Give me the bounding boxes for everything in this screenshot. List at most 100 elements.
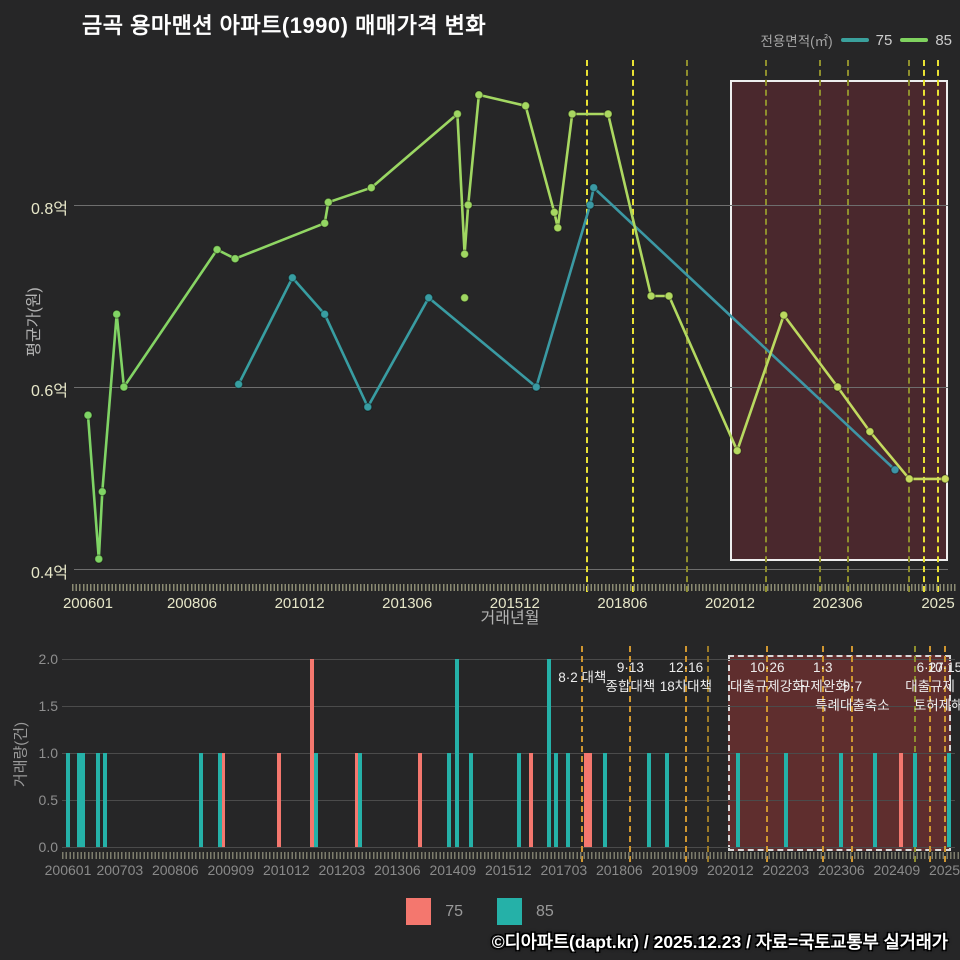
bar-swatch-85-icon bbox=[497, 898, 522, 925]
bar-85-200609 bbox=[95, 753, 100, 847]
price-gridline bbox=[74, 386, 948, 388]
policy-line-volume-202506 bbox=[929, 646, 932, 862]
price-x-tick-label: 201306 bbox=[382, 595, 433, 612]
volume-y-tick-label: 1.5 bbox=[38, 698, 58, 714]
bar-75-202410 bbox=[898, 753, 903, 847]
volume-y-tick-label: 2.0 bbox=[38, 651, 58, 667]
policy-line-volume-201912 bbox=[684, 646, 687, 862]
volume-x-tick-label: 201012 bbox=[262, 862, 310, 878]
bar-85-201802 bbox=[602, 753, 607, 847]
price-x-tick-label: 201512 bbox=[489, 595, 540, 612]
bar-85-201108 bbox=[313, 753, 318, 847]
price-y-tick-label: 0.8억 bbox=[31, 201, 68, 218]
bar-75-201312 bbox=[417, 753, 422, 847]
policy-line-201912 bbox=[685, 60, 688, 592]
policy-line-202301 bbox=[818, 60, 821, 592]
bar-75-201107 bbox=[310, 659, 315, 847]
volume-y-tick-label: 0.0 bbox=[38, 839, 58, 855]
price-y-axis-title: 평균가(원) bbox=[26, 287, 43, 357]
volume-gridline bbox=[62, 752, 955, 754]
volume-x-tick-label: 202012 bbox=[706, 862, 754, 878]
bottom-legend: 75 85 bbox=[0, 898, 960, 925]
volume-x-tick-label: 202512 bbox=[928, 862, 960, 878]
bar-85-202306 bbox=[839, 753, 844, 847]
volume-gridline bbox=[62, 846, 955, 848]
price-x-axis bbox=[72, 584, 956, 591]
volume-x-tick-label: 201512 bbox=[484, 862, 532, 878]
policy-annotation: 8·2 대책 bbox=[558, 669, 607, 685]
policy-line-202309 bbox=[847, 60, 850, 592]
policy-line-201809 bbox=[632, 60, 635, 592]
volume-x-tick-label: 202203 bbox=[762, 862, 810, 878]
volume-x-tick-label: 200909 bbox=[207, 862, 255, 878]
bar-85-201701 bbox=[554, 753, 559, 847]
bar-85-201907 bbox=[665, 753, 670, 847]
bar-75-200907 bbox=[221, 753, 226, 847]
bar-85-201208 bbox=[358, 753, 363, 847]
price-point-85-201907 bbox=[664, 291, 674, 301]
bar-75-201010 bbox=[276, 753, 281, 847]
top-legend: 전용면적(㎡) 75 85 bbox=[0, 30, 952, 50]
legend-item-85[interactable]: 85 bbox=[900, 32, 952, 49]
top-legend-label: 전용면적(㎡) bbox=[760, 34, 833, 49]
policy-annotation: 12·16 bbox=[668, 660, 704, 675]
price-x-tick-label: 202306 bbox=[812, 595, 863, 612]
legend-item-75[interactable]: 75 bbox=[840, 32, 892, 49]
volume-x-tick-label: 201306 bbox=[373, 862, 421, 878]
page-title: 금곡 용마맨션 아파트(1990) 매매가격 변화 bbox=[82, 13, 487, 38]
volume-x-tick-label: 202306 bbox=[817, 862, 865, 878]
price-point-75-201107 bbox=[320, 309, 330, 319]
policy-annotation: 토허제해제 bbox=[913, 698, 960, 713]
legend-item-85-label: 85 bbox=[935, 31, 952, 49]
policy-line-volume-202510 bbox=[943, 646, 946, 862]
volume-x-tick-label: 201909 bbox=[651, 862, 699, 878]
bar-85-201603 bbox=[517, 753, 522, 847]
volume-legend-item-85[interactable]: 85 bbox=[497, 898, 554, 925]
policy-annotation: 10·15 bbox=[927, 660, 960, 675]
price-point-85-200604 bbox=[94, 554, 104, 564]
policy-line-volume-202006 bbox=[707, 646, 710, 862]
bar-85-200601 bbox=[66, 753, 70, 847]
price-point-85-201611 bbox=[549, 207, 559, 217]
price-point-85-201603 bbox=[520, 101, 531, 111]
price-point-75-201312 bbox=[424, 293, 434, 303]
volume-x-tick-label: 200703 bbox=[96, 862, 144, 878]
price-gridline bbox=[74, 568, 948, 570]
volume-x-tick-label: 201409 bbox=[429, 862, 477, 878]
policy-line-202510 bbox=[937, 60, 940, 592]
policy-annotation: 10·26 bbox=[750, 660, 785, 675]
price-point-85-201502 bbox=[474, 90, 484, 100]
price-point-85-201802 bbox=[603, 109, 613, 119]
volume-gridline bbox=[62, 658, 955, 660]
line-swatch-85-icon bbox=[900, 38, 929, 42]
volume-y-tick-label: 1.0 bbox=[38, 745, 58, 761]
line-swatch-75-icon bbox=[840, 38, 869, 42]
policy-annotation: 9·13 bbox=[616, 660, 644, 675]
bar-85-201502 bbox=[469, 753, 474, 847]
bar-85-200605 bbox=[80, 753, 85, 847]
policy-line-volume-202309 bbox=[851, 646, 854, 862]
price-point-75-201010 bbox=[287, 273, 297, 283]
bar-75-201710 bbox=[587, 753, 592, 847]
volume-gridline bbox=[62, 705, 955, 707]
bar-85-201410 bbox=[454, 659, 459, 847]
bar-75-201709 bbox=[584, 753, 588, 847]
policy-annotation: 대출규제강화 bbox=[730, 679, 805, 694]
policy-annotation: 6·27 bbox=[916, 660, 944, 675]
volume-legend-75-label: 75 bbox=[445, 902, 463, 920]
policy-annotation: 특례대출축소 bbox=[815, 698, 890, 713]
policy-line-volume-201809 bbox=[629, 646, 632, 862]
price-x-tick-label: 2025 bbox=[921, 595, 955, 612]
bar-75-201207 bbox=[354, 753, 359, 847]
price-point-85-201408 bbox=[452, 109, 462, 119]
policy-annotation: 대출규제 bbox=[905, 679, 955, 694]
policy-line-202502 bbox=[908, 60, 911, 592]
bar-85-202511 bbox=[946, 753, 951, 847]
policy-annotation: 18차대책 bbox=[659, 679, 713, 694]
bar-85-200611 bbox=[103, 753, 107, 847]
regulation-highlight-box bbox=[730, 80, 948, 561]
bar-85-201611 bbox=[547, 659, 551, 847]
policy-line-202110 bbox=[764, 60, 767, 592]
volume-legend-item-75[interactable]: 75 bbox=[406, 898, 463, 925]
